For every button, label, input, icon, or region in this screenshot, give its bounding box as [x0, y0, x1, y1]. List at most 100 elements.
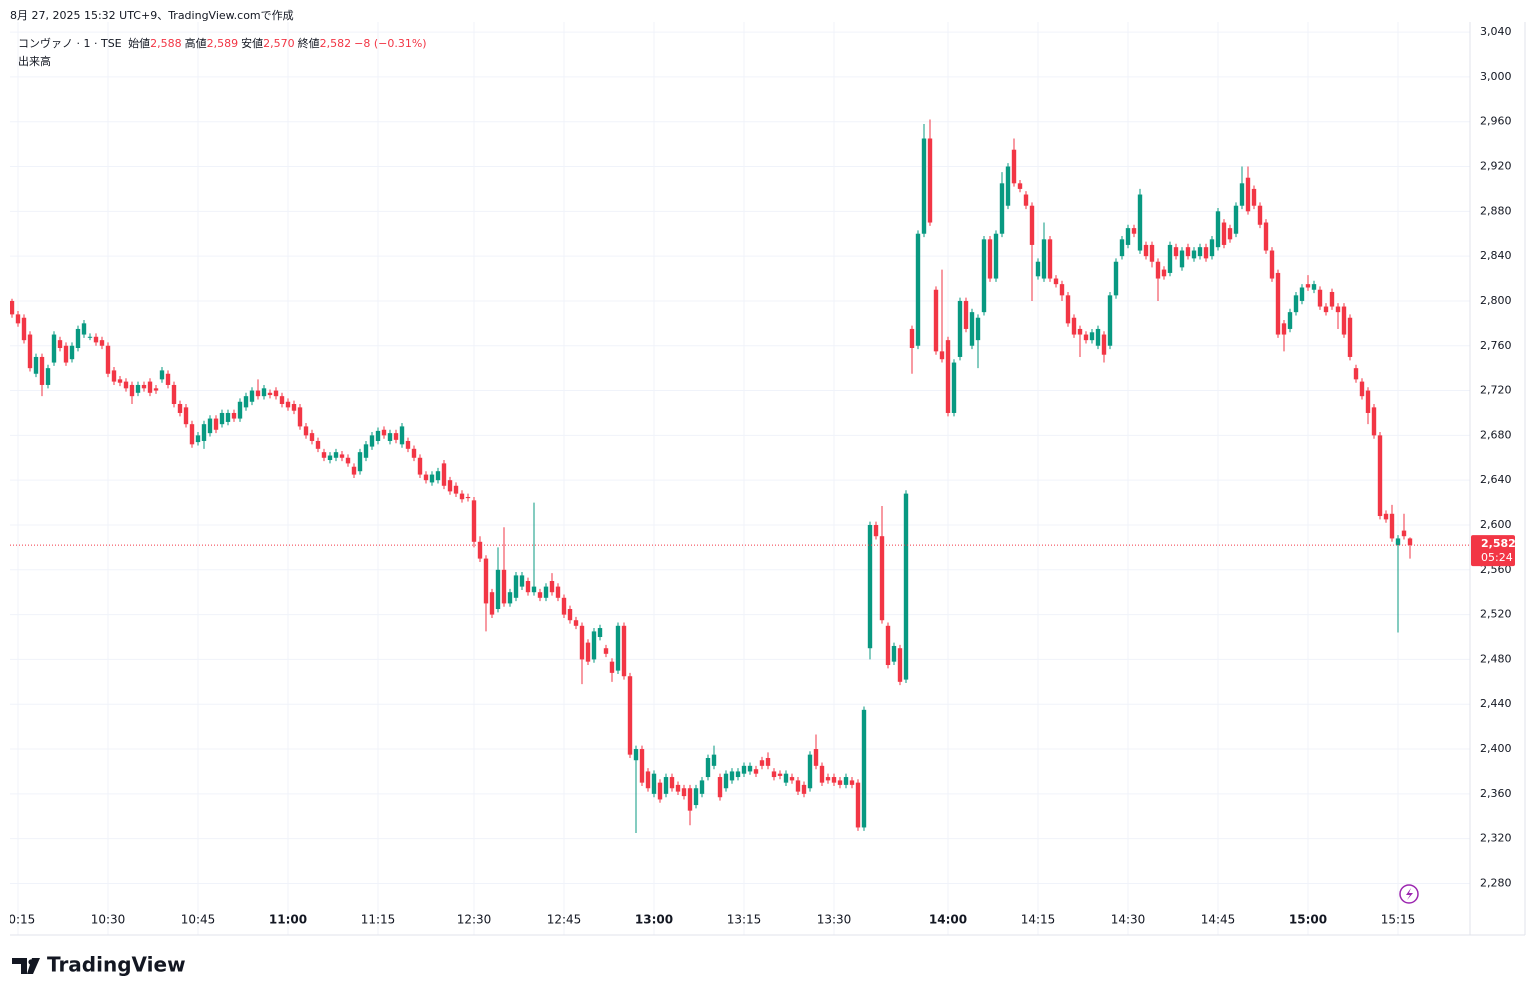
candle-body — [1065, 295, 1071, 324]
candle-body — [897, 648, 903, 682]
replay-icon[interactable] — [1399, 884, 1419, 904]
candle-body — [507, 592, 513, 604]
candle-body — [1359, 381, 1365, 397]
legend-field-label: 高値 — [184, 37, 207, 50]
candle-body — [627, 676, 633, 755]
candle-body — [357, 452, 363, 472]
candle-body — [1335, 306, 1341, 313]
candle-body — [867, 524, 873, 649]
candle-body — [1113, 261, 1119, 296]
candle-body — [963, 300, 969, 329]
candle-body — [861, 709, 867, 828]
candle-body — [1329, 291, 1335, 307]
candle-body — [789, 777, 795, 781]
candle-body — [825, 777, 831, 781]
candle-body — [147, 381, 153, 393]
y-tick-label: 2,600 — [1480, 518, 1512, 531]
candle-body — [117, 379, 123, 383]
x-tick-label: 10:30 — [91, 913, 126, 927]
candle-body — [843, 777, 849, 785]
candle-body — [483, 558, 489, 604]
candle-body — [519, 575, 525, 587]
candle-body — [1401, 530, 1407, 537]
x-tick-label: 12:30 — [457, 913, 492, 927]
candle-body — [819, 765, 825, 783]
candle-body — [99, 340, 105, 346]
candle-body — [393, 433, 399, 440]
candle-body — [309, 433, 315, 441]
last-price-label: 2,582 — [1481, 537, 1516, 550]
logo: TradingView — [12, 953, 186, 977]
candle-body — [1407, 538, 1413, 546]
y-axis: 2,2802,3202,3602,4002,4402,4802,5202,560… — [1480, 25, 1512, 889]
candle-body — [93, 336, 99, 343]
candle-body — [39, 356, 45, 385]
candle-body — [663, 777, 669, 794]
candle-body — [123, 381, 129, 389]
candle-body — [1077, 328, 1083, 335]
candle-body — [363, 444, 369, 458]
candle-body — [345, 457, 351, 464]
candle-body — [15, 314, 21, 324]
candle-body — [759, 760, 765, 766]
candle-body — [909, 328, 915, 348]
candle-body — [1167, 244, 1173, 273]
candle-body — [10, 300, 15, 315]
candle-body — [831, 777, 837, 783]
candle-body — [1227, 228, 1233, 240]
candle-body — [1221, 222, 1227, 245]
candle-body — [1257, 205, 1263, 225]
x-axis: 10:15 10:30 10:45 11:00 11:15 12:30 12:45 13:00… — [10, 913, 1415, 927]
candle-body — [237, 401, 243, 419]
candle-body — [243, 396, 249, 408]
candle-body — [177, 404, 183, 413]
x-tick-label: 14:30 — [1111, 913, 1146, 927]
x-tick-label: 14:15 — [1021, 913, 1056, 927]
candle-body — [423, 474, 429, 481]
candle-body — [939, 351, 945, 360]
candle-body — [381, 429, 387, 436]
candle-body — [1143, 244, 1149, 257]
candle-body — [1311, 284, 1317, 290]
grid — [10, 22, 1470, 935]
candle-body — [537, 592, 543, 598]
candle-body — [687, 788, 693, 811]
candles — [10, 119, 1470, 834]
candle-body — [273, 390, 279, 397]
candle-body — [915, 233, 921, 346]
candle-body — [183, 407, 189, 425]
candle-body — [285, 401, 291, 408]
candle-body — [561, 597, 567, 615]
candle-body — [297, 407, 303, 427]
candle-body — [855, 782, 861, 828]
y-tick-label: 2,280 — [1480, 876, 1512, 889]
candle-body — [387, 433, 393, 441]
x-tick-label: 11:00 — [269, 913, 307, 927]
candle-body — [1293, 295, 1299, 313]
candle-body — [495, 569, 501, 610]
candle-body — [405, 440, 411, 449]
candle-body — [777, 773, 783, 776]
candle-body — [801, 784, 807, 794]
legend-field-label: 始値 — [128, 37, 151, 50]
symbol: コンヴァノ · 1 · TSE — [18, 37, 122, 50]
candle-body — [129, 384, 135, 397]
candle-body — [417, 457, 423, 475]
candle-body — [753, 769, 759, 774]
candle-body — [69, 345, 75, 360]
candle-body — [849, 780, 855, 785]
candle-body — [1119, 239, 1125, 257]
candle-body — [1203, 247, 1209, 259]
candle-body — [1233, 205, 1239, 234]
candle-body — [609, 661, 615, 673]
candle-body — [459, 493, 465, 500]
x-tick-label: 13:00 — [635, 913, 673, 927]
candle-body — [189, 424, 195, 445]
candle-body — [975, 317, 981, 341]
candle-body — [675, 784, 681, 792]
y-tick-label: 2,640 — [1480, 473, 1512, 486]
candle-body — [699, 780, 705, 794]
candle-body — [783, 773, 789, 783]
candle-body — [231, 412, 237, 419]
